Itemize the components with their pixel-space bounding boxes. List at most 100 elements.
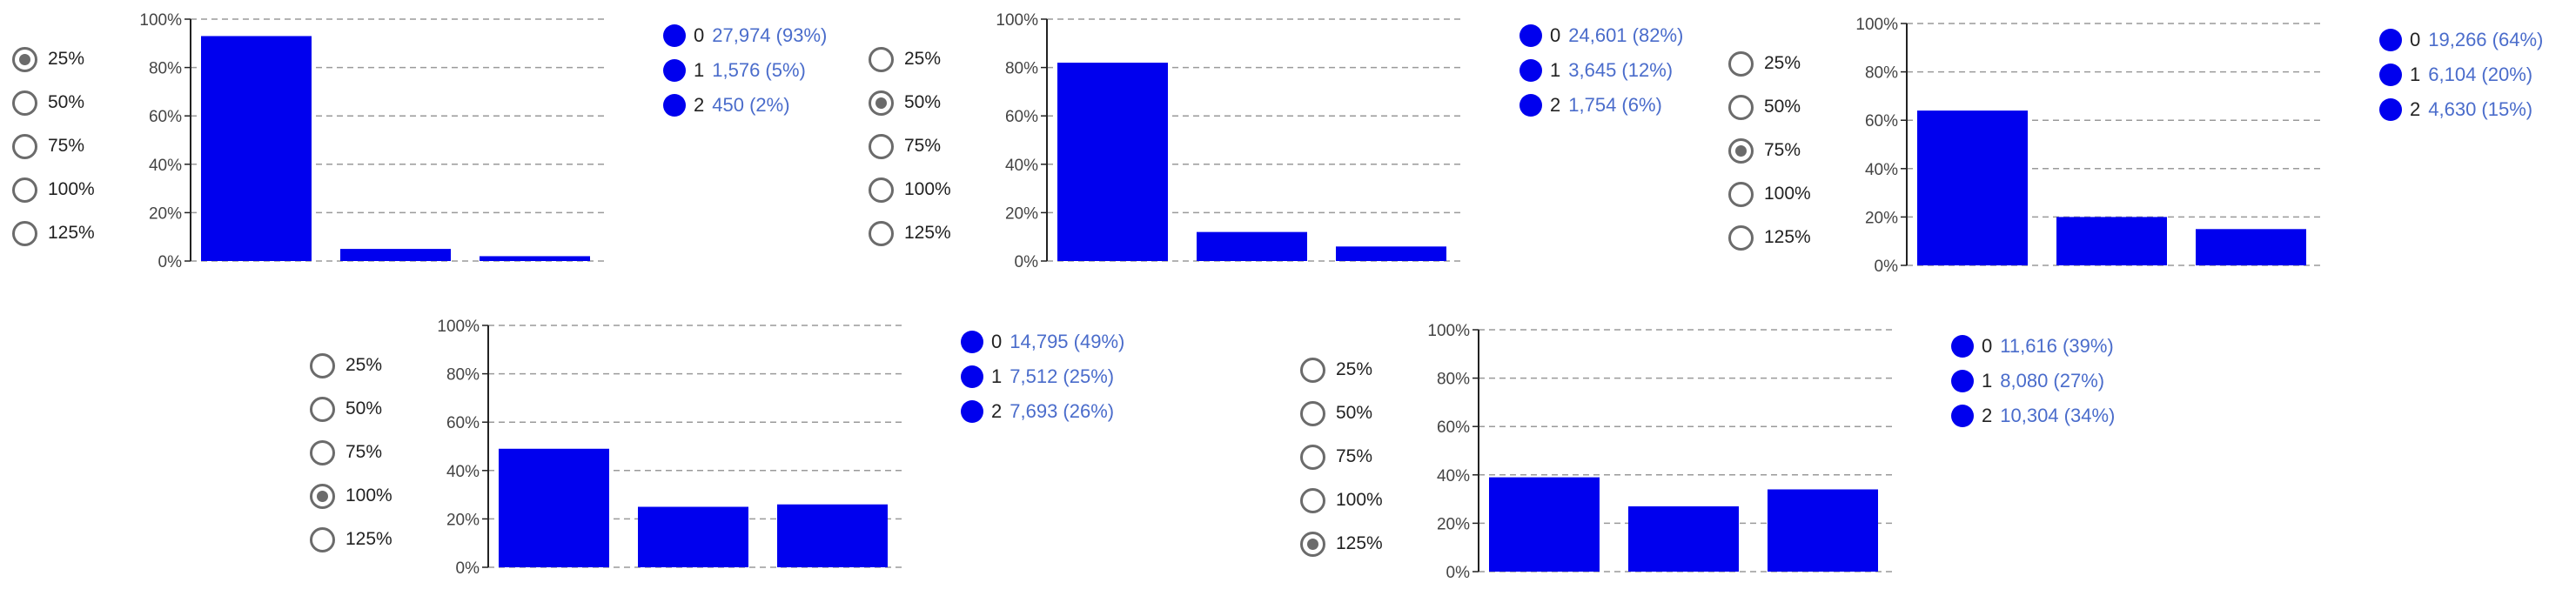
radio-button[interactable] (310, 352, 335, 378)
radio-button[interactable] (12, 90, 37, 116)
legend-item: 0 27,974 (93%) (663, 21, 827, 50)
y-tick-label: 60% (149, 108, 182, 126)
radio-button[interactable] (869, 177, 894, 203)
bar (1489, 477, 1600, 572)
radio-option[interactable]: 75% (1300, 441, 1372, 472)
radio-option[interactable]: 100% (1728, 178, 1811, 210)
bar (638, 506, 748, 567)
radio-option[interactable]: 50% (1300, 398, 1372, 429)
radio-button[interactable] (869, 46, 894, 72)
legend-swatch (961, 331, 983, 353)
radio-label: 50% (1336, 403, 1373, 423)
radio-option[interactable]: 25% (1728, 48, 1801, 79)
y-tick-label: 60% (1437, 418, 1470, 437)
radio-label: 100% (904, 179, 951, 199)
legend-key: 2 (1550, 94, 1561, 116)
radio-option[interactable]: 75% (1728, 135, 1801, 166)
chart-panel: 25% 50% 75% 100% 125% 0% 20% 40% 60% 80% 100%… (12, 9, 865, 278)
radio-option[interactable]: 75% (869, 131, 941, 162)
radio-button[interactable] (869, 90, 894, 116)
radio-option[interactable]: 125% (310, 524, 392, 555)
radio-option[interactable]: 25% (869, 44, 941, 75)
radio-option[interactable]: 25% (12, 44, 84, 75)
radio-button[interactable] (1300, 531, 1325, 557)
radio-option[interactable]: 125% (1300, 528, 1383, 559)
radio-button[interactable] (12, 177, 37, 203)
legend-value: 6,104 (20%) (2428, 64, 2533, 85)
legend-key: 2 (1982, 405, 1993, 426)
radio-dot (1735, 144, 1747, 157)
radio-button[interactable] (1728, 224, 1754, 251)
radio-button[interactable] (869, 133, 894, 159)
legend-key: 1 (1550, 59, 1561, 81)
radio-button[interactable] (1300, 487, 1325, 513)
legend-item: 2 1,754 (6%) (1519, 90, 1662, 120)
radio-button[interactable] (1728, 94, 1754, 120)
bar (201, 36, 312, 262)
radio-button[interactable] (12, 133, 37, 159)
radio-option[interactable]: 125% (869, 218, 951, 249)
radio-button[interactable] (1300, 357, 1325, 383)
bar (1336, 246, 1446, 261)
radio-option[interactable]: 125% (12, 218, 95, 249)
legend-value: 27,974 (93%) (712, 24, 828, 46)
radio-button[interactable] (12, 220, 37, 246)
radio-option[interactable]: 125% (1728, 222, 1811, 253)
legend-value: 19,266 (64%) (2428, 29, 2544, 50)
radio-option[interactable]: 25% (1300, 354, 1372, 385)
legend-item: 1 8,080 (27%) (1951, 366, 2104, 396)
radio-option[interactable]: 50% (869, 87, 941, 118)
legend-swatch (663, 94, 686, 117)
legend-key: 0 (1982, 335, 1993, 357)
radio-button[interactable] (1300, 444, 1325, 470)
radio-label: 75% (1336, 446, 1373, 466)
legend-value: 3,645 (12%) (1568, 59, 1674, 81)
y-tick-label: 60% (1865, 112, 1898, 131)
legend-swatch (1519, 94, 1542, 117)
radio-button[interactable] (310, 396, 335, 422)
radio-button[interactable] (310, 483, 335, 509)
radio-label: 50% (48, 92, 85, 112)
radio-button[interactable] (1728, 137, 1754, 164)
radio-button[interactable] (1300, 400, 1325, 426)
radio-option[interactable]: 25% (310, 350, 382, 381)
radio-dot (875, 97, 887, 109)
radio-button[interactable] (310, 526, 335, 552)
radio-option[interactable]: 50% (1728, 91, 1801, 123)
radio-button[interactable] (310, 439, 335, 465)
radio-option[interactable]: 50% (12, 87, 84, 118)
legend-item: 2 7,693 (26%) (961, 397, 1114, 426)
bar (777, 504, 888, 567)
bar-chart: 0% 20% 40% 60% 80% 100% (139, 11, 604, 271)
radio-label: 50% (904, 92, 942, 112)
radio-option[interactable]: 100% (12, 174, 95, 205)
radio-option[interactable]: 50% (310, 393, 382, 425)
bar (340, 249, 451, 261)
radio-option[interactable]: 100% (1300, 485, 1383, 516)
radio-option[interactable]: 75% (12, 131, 84, 162)
bar (1628, 506, 1739, 572)
radio-option[interactable]: 75% (310, 437, 382, 468)
y-tick-label: 100% (139, 11, 182, 30)
radio-button[interactable] (869, 220, 894, 246)
bar (480, 256, 590, 261)
legend-value: 450 (2%) (712, 94, 790, 116)
radio-button[interactable] (12, 46, 37, 72)
legend-key: 1 (991, 365, 1003, 387)
legend-swatch (1951, 370, 1974, 392)
radio-button[interactable] (1728, 181, 1754, 207)
radio-label: 75% (1764, 140, 1801, 160)
radio-option[interactable]: 100% (869, 174, 951, 205)
radio-dot (317, 490, 328, 502)
legend-value: 11,616 (39%) (2000, 335, 2114, 357)
legend-item: 2 10,304 (34%) (1951, 401, 2115, 431)
legend-item: 1 7,512 (25%) (961, 362, 1114, 392)
radio-option[interactable]: 100% (310, 480, 392, 512)
radio-label: 125% (1764, 227, 1811, 247)
y-tick-label: 80% (1005, 60, 1038, 78)
y-tick-label: 20% (446, 511, 480, 529)
radio-button[interactable] (1728, 50, 1754, 77)
legend-item: 0 11,616 (39%) (1951, 331, 2114, 361)
y-tick-label: 100% (996, 11, 1038, 30)
legend-swatch (663, 24, 686, 47)
